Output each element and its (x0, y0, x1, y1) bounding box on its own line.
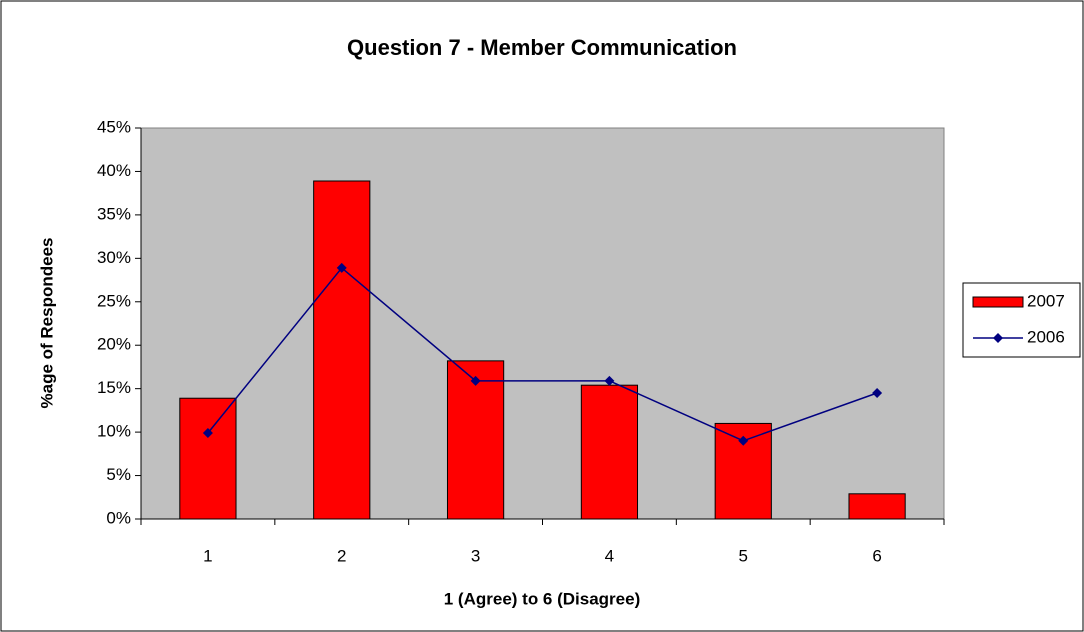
x-tick-label: 2 (337, 546, 346, 565)
line-marker (202, 427, 213, 438)
bar (580, 384, 639, 520)
legend-marker (993, 333, 1003, 343)
x-tick-label: 3 (471, 546, 480, 565)
y-tick-label: 10% (97, 422, 131, 441)
y-tick-label: 40% (97, 161, 131, 180)
legend-label: 2006 (1027, 327, 1065, 346)
x-tick-label: 5 (739, 546, 748, 565)
legend-swatch (972, 296, 1024, 308)
x-tick-label: 1 (203, 546, 212, 565)
line-marker (604, 375, 615, 386)
bar (848, 493, 906, 520)
x-tick-label: 6 (872, 546, 881, 565)
y-tick-label: 0% (106, 508, 131, 527)
y-tick-label: 15% (97, 378, 131, 397)
line-marker (470, 375, 481, 386)
y-tick-label: 35% (97, 204, 131, 223)
y-tick-label: 45% (97, 117, 131, 136)
line (207, 266, 878, 442)
x-tick-label: 4 (605, 546, 614, 565)
chart-title: Question 7 - Member Communication (347, 35, 737, 60)
y-axis-label: %age of Respondees (37, 238, 56, 409)
y-tick-label: 30% (97, 248, 131, 267)
bar (446, 360, 505, 520)
legend-label: 2007 (1027, 291, 1065, 310)
bar (313, 180, 371, 520)
y-tick-label: 20% (97, 335, 131, 354)
legend-box (962, 282, 1081, 358)
plot-area (140, 127, 945, 520)
line-marker (336, 262, 347, 273)
line-marker (872, 388, 883, 399)
y-tick-label: 5% (106, 465, 131, 484)
y-tick-label: 25% (97, 291, 131, 310)
bar (179, 397, 237, 520)
line-marker (738, 435, 749, 446)
x-axis-label: 1 (Agree) to 6 (Disagree) (444, 589, 641, 608)
